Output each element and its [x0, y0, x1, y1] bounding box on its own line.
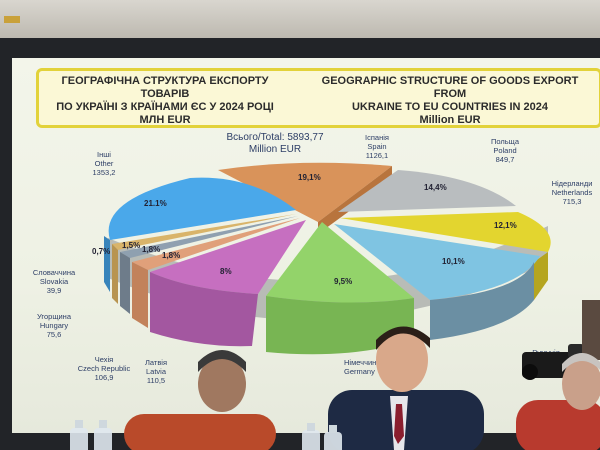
label-czech: Чехія Czech Republic 106,9: [72, 355, 136, 382]
slice-other-side: [104, 236, 110, 292]
label-hungary-val: 75,6: [46, 330, 62, 339]
pct-tiny: 0,7%: [92, 247, 110, 256]
slice-slovakia-side: [120, 252, 130, 314]
slice-czech: [266, 222, 414, 303]
label-latvia-val: 110,5: [146, 376, 166, 385]
total-line-2: Million EUR: [248, 144, 302, 155]
label-hungary: Угорщина Hungary 75,6: [28, 312, 80, 339]
label-czech-en: Czech Republic: [77, 364, 131, 373]
title-en-line-3: Million EUR: [419, 114, 481, 126]
pct-poland: 14,4%: [424, 183, 447, 192]
person-center: [328, 326, 484, 450]
slice-germany: [334, 224, 540, 300]
slice-spain-side: [318, 166, 392, 234]
label-spain: Іспанія Spain 1126,1: [352, 133, 402, 160]
pct-latvia: 8%: [220, 267, 232, 276]
pct-other-small: 1,5%: [122, 241, 140, 250]
ceiling-sign: [4, 16, 20, 23]
slice-latvia-side: [150, 272, 258, 347]
person-right: [516, 353, 600, 450]
label-latvia: Латвія Latvia 110,5: [136, 358, 176, 385]
pct-czech: 9,5%: [334, 277, 352, 286]
label-spain-ua: Іспанія: [365, 133, 389, 142]
label-spain-en: Spain: [367, 142, 387, 151]
label-latvia-ua: Латвія: [144, 358, 168, 367]
pct-other: 21.1%: [144, 199, 167, 208]
pct-germany: 10,1%: [442, 257, 465, 266]
slice-germany-side: [430, 262, 534, 340]
chart-title-box: [36, 68, 600, 128]
slice-poland: [338, 170, 516, 212]
title-ua-line-1: ГЕОГРАФІЧНА СТРУКТУРА ЕКСПОРТУ ТОВАРІВ: [61, 75, 269, 100]
label-netherlands-en: Netherlands: [551, 188, 593, 197]
label-poland-en: Poland: [493, 146, 517, 155]
label-netherlands-val: 715,3: [562, 197, 582, 206]
label-spain-val: 1126,1: [365, 151, 389, 160]
label-other: Інші Other 1353,2: [82, 150, 126, 177]
label-poland-ua: Польща: [490, 137, 520, 146]
person-left: [124, 350, 276, 450]
total-line-1: Всього/Total: 5893,77: [226, 132, 324, 143]
slice-netherlands: [340, 212, 551, 252]
label-slovakia-en: Slovakia: [39, 277, 69, 286]
label-other-val: 1353,2: [92, 168, 116, 177]
slice-spain: [218, 162, 392, 222]
label-other-en: Other: [94, 159, 114, 168]
slice-netherlands-side: [534, 252, 548, 300]
title-ua: ГЕОГРАФІЧНА СТРУКТУРА ЕКСПОРТУ ТОВАРІВ П…: [40, 75, 290, 127]
slice-other-small: [112, 214, 296, 250]
slice-hungary: [132, 218, 300, 270]
pct-spain: 19,1%: [298, 173, 321, 182]
label-czech-val: 106,9: [94, 373, 114, 382]
slice-hungary-side: [132, 262, 148, 328]
total-label: Всього/Total: 5893,77 Million EUR: [200, 132, 350, 156]
pct-hungary: 1,8%: [162, 251, 180, 260]
pct-netherlands: 12,1%: [494, 221, 517, 230]
water-bottles: [70, 420, 342, 450]
label-poland: Польща Poland 849,7: [480, 137, 530, 164]
title-en-line-2: UKRAINE TO EU COUNTRIES IN 2024: [351, 101, 548, 113]
label-poland-val: 849,7: [495, 155, 515, 164]
label-slovakia: Словаччина Slovakia 39,9: [26, 268, 82, 295]
slice-slovakia: [120, 216, 298, 258]
label-germany-ua: Німеччина: [344, 358, 381, 367]
label-germany-en: Germany: [344, 367, 375, 376]
pct-slovakia: 1,8%: [142, 245, 160, 254]
label-slovakia-ua: Словаччина: [32, 268, 76, 277]
title-en: GEOGRAPHIC STRUCTURE OF GOODS EXPORT FRO…: [305, 75, 595, 127]
label-other-ua: Інші: [97, 150, 111, 159]
ceiling: [0, 0, 600, 38]
label-netherlands-ua: Нідерланди: [551, 179, 593, 188]
label-hungary-en: Hungary: [39, 321, 69, 330]
slice-latvia: [150, 220, 306, 294]
label-netherlands: Нідерланди Netherlands 715,3: [540, 179, 600, 206]
label-hungary-ua: Угорщина: [36, 312, 71, 321]
label-slovakia-val: 39,9: [46, 286, 62, 295]
label-czech-ua: Чехія: [94, 355, 114, 364]
title-ua-line-3: МЛН EUR: [139, 114, 191, 126]
slice-other-small-side: [112, 244, 118, 304]
title-ua-line-2: ПО УКРАЇНІ З КРАЇНАМИ ЄС У 2024 РОЦІ: [56, 101, 274, 113]
title-en-line-1: GEOGRAPHIC STRUCTURE OF GOODS EXPORT FRO…: [321, 75, 579, 100]
slice-other: [108, 177, 296, 240]
label-latvia-en: Latvia: [145, 367, 166, 376]
label-germany: Німеччина Germany: [344, 358, 388, 376]
